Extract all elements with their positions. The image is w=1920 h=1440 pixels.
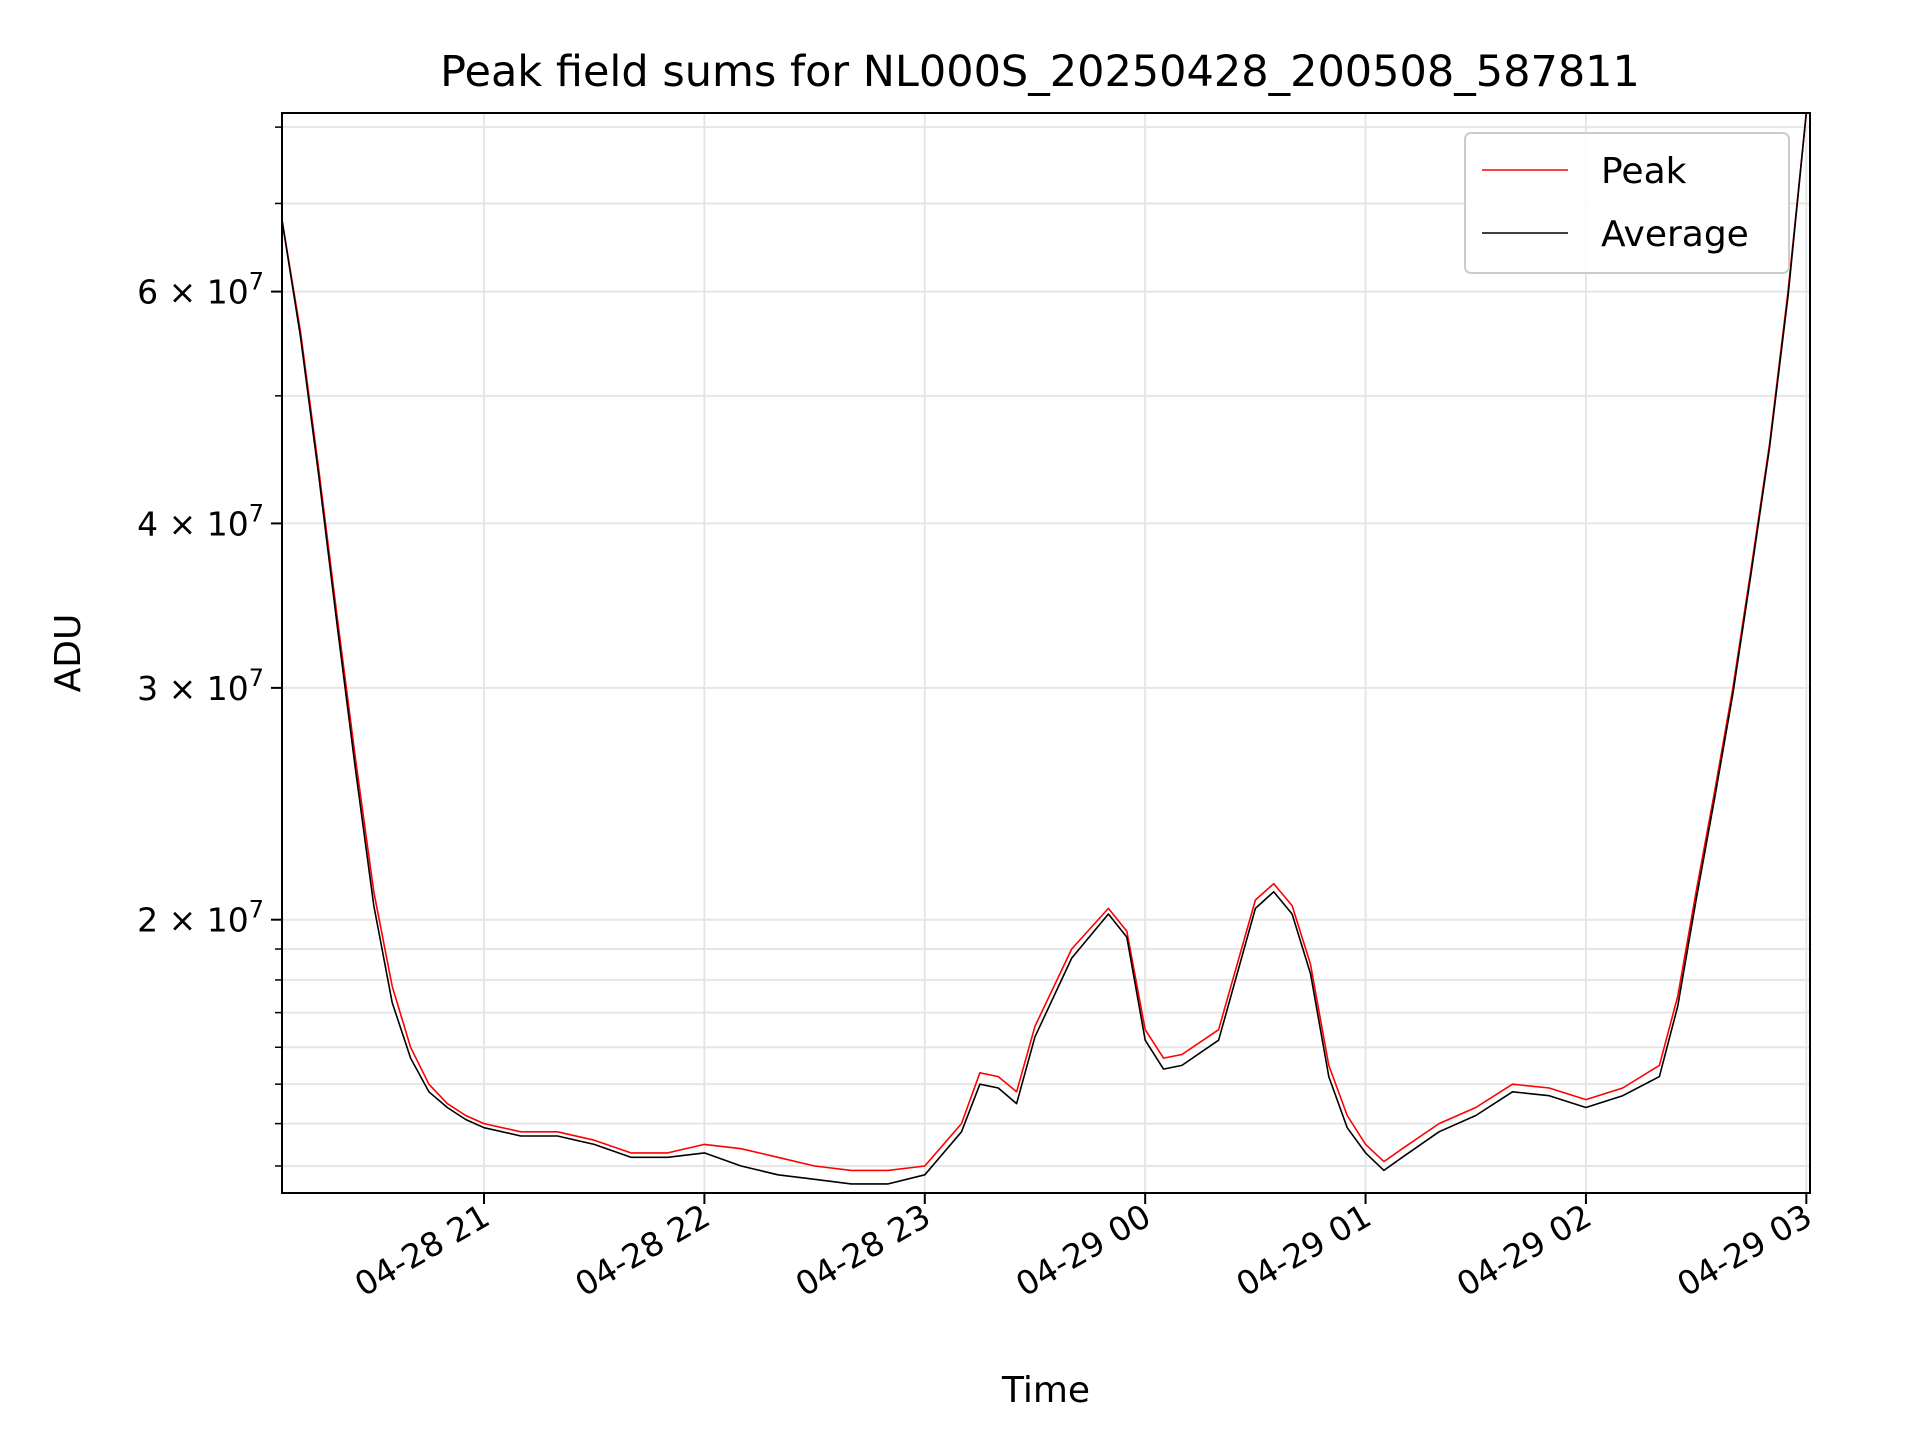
legend-peak-label: Peak <box>1601 151 1687 192</box>
plot-frame <box>281 112 1811 1194</box>
y-tick-label: 2 × 107 <box>137 896 264 940</box>
legend-average-label: Average <box>1601 214 1749 255</box>
series-average-line <box>281 112 1808 1185</box>
x-tick-label: 04-29 02 <box>1450 1196 1598 1304</box>
x-tick-label: 04-29 03 <box>1670 1196 1818 1304</box>
x-tick-label: 04-28 22 <box>568 1196 716 1304</box>
x-tick-label: 04-28 21 <box>348 1196 496 1304</box>
plot-series <box>281 112 1808 1185</box>
chart-title: Peak field sums for NL000S_20250428_2005… <box>440 47 1640 97</box>
y-axis-title: ADU <box>48 614 89 693</box>
y-tick-label: 4 × 107 <box>137 499 264 543</box>
y-axis-ticks: 2 × 107 3 × 107 4 × 107 6 × 107 <box>137 126 282 1167</box>
x-axis-ticks: 04-28 21 04-28 22 04-28 23 04-29 00 04-29 01… <box>348 1193 1818 1304</box>
x-axis-title: Time <box>1001 1370 1090 1411</box>
grid <box>282 113 1810 1193</box>
legend-box <box>1464 132 1790 274</box>
x-tick-label: 04-28 23 <box>789 1196 937 1304</box>
x-tick-label: 04-29 01 <box>1230 1196 1378 1304</box>
y-tick-label: 6 × 107 <box>137 268 264 312</box>
x-tick-label: 04-29 00 <box>1009 1196 1157 1304</box>
legend: Peak Average <box>1464 132 1790 274</box>
y-tick-label: 3 × 107 <box>137 664 264 708</box>
series-peak-line <box>281 112 1808 1172</box>
